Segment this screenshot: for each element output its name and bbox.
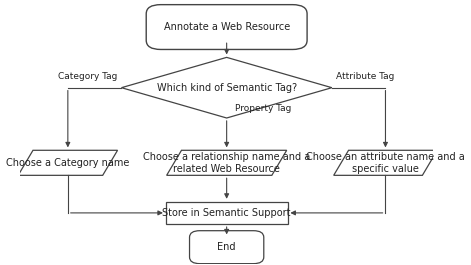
Text: Which kind of Semantic Tag?: Which kind of Semantic Tag? — [156, 83, 297, 93]
Text: End: End — [218, 242, 236, 252]
Polygon shape — [18, 150, 118, 175]
Polygon shape — [122, 57, 332, 118]
Text: Choose a relationship name and a
related Web Resource: Choose a relationship name and a related… — [143, 152, 310, 174]
FancyBboxPatch shape — [189, 231, 264, 264]
Text: Choose a Category name: Choose a Category name — [6, 158, 130, 168]
Text: Attribute Tag: Attribute Tag — [336, 72, 394, 81]
Polygon shape — [333, 150, 437, 175]
Text: Annotate a Web Resource: Annotate a Web Resource — [163, 22, 290, 32]
Polygon shape — [166, 202, 287, 224]
Text: Choose an attribute name and a
specific value: Choose an attribute name and a specific … — [306, 152, 465, 174]
Text: Store in Semantic Support: Store in Semantic Support — [162, 208, 291, 218]
Text: Property Tag: Property Tag — [235, 104, 291, 113]
FancyBboxPatch shape — [146, 5, 307, 50]
Text: Category Tag: Category Tag — [58, 72, 117, 81]
Polygon shape — [167, 150, 287, 175]
